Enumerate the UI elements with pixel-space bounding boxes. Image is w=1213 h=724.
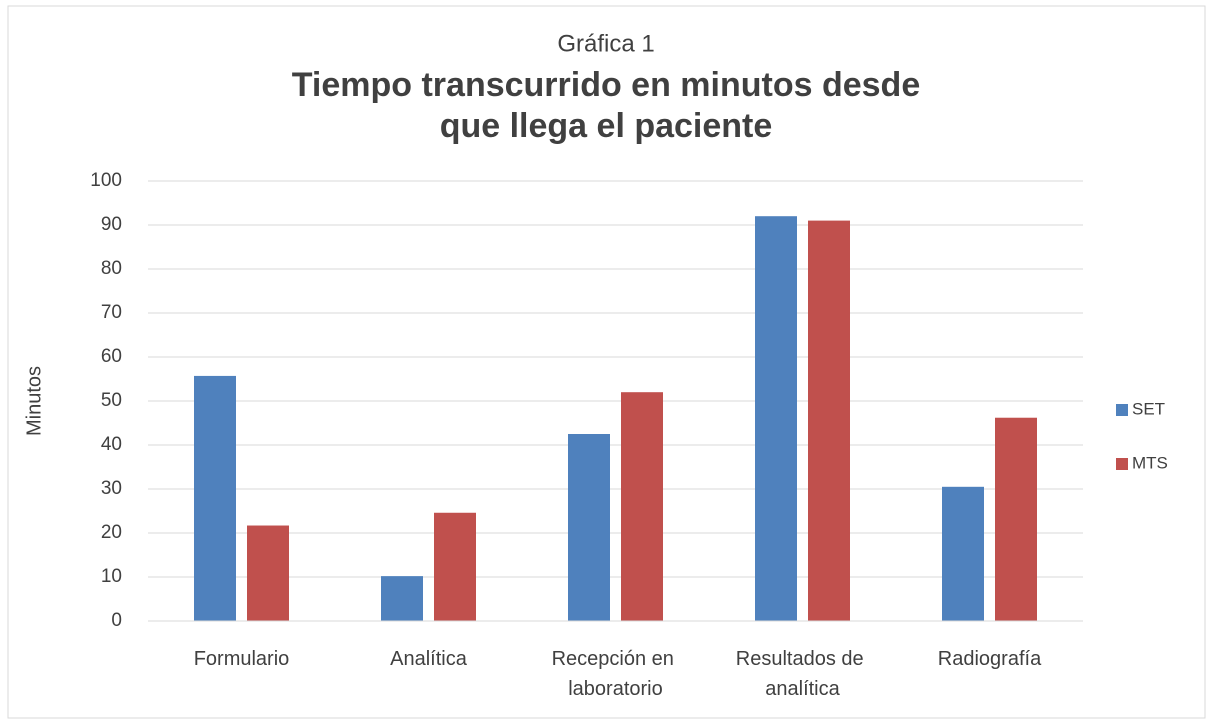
bar bbox=[194, 375, 236, 621]
chart-title: Tiempo transcurrido en minutos desde bbox=[292, 66, 921, 104]
y-axis-label: Minutos bbox=[23, 366, 45, 436]
chart-title: que llega el paciente bbox=[440, 107, 773, 145]
bar bbox=[755, 216, 797, 621]
x-tick-label: Recepción en laboratorio bbox=[552, 648, 680, 700]
y-tick-label: 80 bbox=[101, 258, 122, 279]
y-tick-label: 40 bbox=[101, 434, 122, 455]
legend-label: SET bbox=[1132, 399, 1165, 418]
legend-swatch bbox=[1116, 404, 1128, 416]
y-tick-label: 70 bbox=[101, 302, 122, 323]
y-tick-label: 50 bbox=[101, 390, 122, 411]
bar bbox=[808, 220, 850, 621]
bar bbox=[247, 525, 289, 621]
y-tick-label: 60 bbox=[101, 346, 122, 367]
chart-subtitle: Gráfica 1 bbox=[557, 30, 654, 57]
bar bbox=[621, 392, 663, 621]
bar bbox=[568, 434, 610, 621]
x-tick-label: Formulario bbox=[194, 648, 290, 670]
y-tick-label: 100 bbox=[90, 170, 122, 191]
y-tick-label: 10 bbox=[101, 566, 122, 587]
bar bbox=[942, 486, 984, 621]
x-tick-label: Resultados de analítica bbox=[736, 648, 869, 700]
x-tick-label: Analítica bbox=[390, 648, 468, 670]
y-tick-label: 90 bbox=[101, 214, 122, 235]
x-tick-label: Radiografía bbox=[938, 648, 1042, 670]
legend-label: MTS bbox=[1132, 453, 1168, 472]
y-tick-label: 20 bbox=[101, 522, 122, 543]
legend-swatch bbox=[1116, 458, 1128, 470]
bar bbox=[995, 417, 1037, 621]
y-tick-label: 0 bbox=[111, 610, 122, 631]
y-tick-label: 30 bbox=[101, 478, 122, 499]
bar bbox=[434, 512, 476, 621]
bar bbox=[381, 576, 423, 621]
